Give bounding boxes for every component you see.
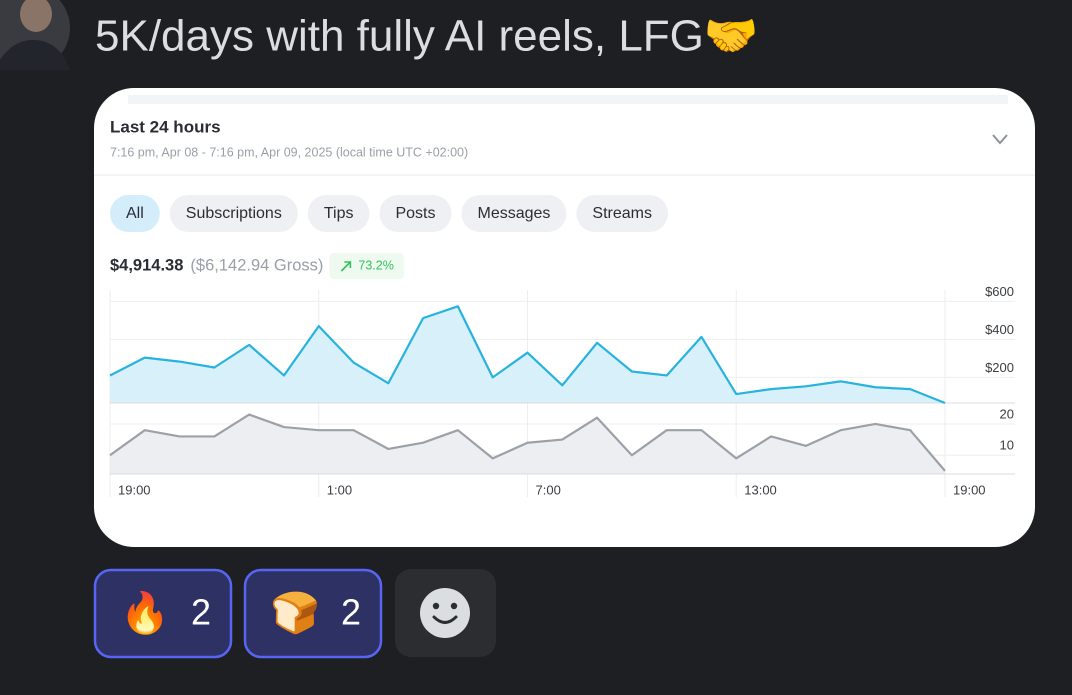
- x-tick-label: 7:00: [536, 482, 561, 497]
- chip-bg: [110, 195, 160, 232]
- message-text: 5K/days with fully AI reels, LFG🤝: [95, 12, 759, 61]
- reaction[interactable]: 🍞 2: [243, 568, 383, 659]
- area-fill: [110, 306, 945, 403]
- card-top-strip: [128, 95, 1008, 104]
- chevron[interactable]: [992, 134, 1008, 145]
- filter-chip[interactable]: Messages: [461, 195, 567, 232]
- gross-amount: ($6,142.94 Gross): [190, 256, 323, 274]
- y-tick-label: $600: [985, 284, 1014, 299]
- reaction-count: 2: [341, 592, 361, 633]
- chip-bg: [576, 195, 668, 232]
- net-amount: $4,914.38: [110, 256, 183, 274]
- chip-label: Streams: [592, 205, 652, 222]
- card-subtitle: 7:16 pm, Apr 08 - 7:16 pm, Apr 09, 2025 …: [110, 145, 468, 159]
- chip-label: Tips: [324, 205, 354, 222]
- y-tick-label: 20: [1000, 406, 1014, 421]
- filter-chips: All Subscriptions Tips Posts Messages Streams: [110, 195, 668, 232]
- change-value: 73.2%: [358, 258, 393, 272]
- avatar[interactable]: [0, 0, 70, 70]
- chip-label: Messages: [477, 205, 550, 222]
- reactions: 🔥 2 🍞 2: [93, 568, 383, 659]
- filter-chip[interactable]: Subscriptions: [169, 195, 298, 232]
- y-tick-label: $400: [985, 322, 1014, 337]
- reaction-bg: [243, 568, 383, 659]
- card-title: Last 24 hours: [110, 117, 221, 136]
- chip-bg: [379, 195, 452, 232]
- chip-bg: [169, 195, 298, 232]
- x-tick-label: 19:00: [953, 482, 986, 497]
- filter-chip[interactable]: Posts: [379, 195, 452, 232]
- change-badge: 73.2%: [329, 253, 404, 279]
- chip-label: All: [126, 205, 144, 222]
- x-tick-label: 13:00: [744, 482, 777, 497]
- add-reaction[interactable]: [395, 569, 496, 657]
- x-tick-label: 1:00: [327, 482, 352, 497]
- y-tick-label: 10: [1000, 438, 1014, 453]
- chip-bg: [461, 195, 567, 232]
- x-tick-label: 19:00: [118, 482, 151, 497]
- filter-chip[interactable]: All: [110, 195, 160, 232]
- reaction-emoji: 🔥: [120, 590, 170, 636]
- reaction-emoji: 🍞: [270, 590, 320, 636]
- reaction-bg: [93, 568, 233, 659]
- chip-bg: [307, 195, 370, 232]
- charts: 19:00 1:00 7:00 13:00 19:00 $200 $400 $600 10 20: [109, 284, 1015, 497]
- reaction-count: 2: [191, 592, 211, 633]
- chip-label: Posts: [395, 205, 435, 222]
- area-line: [109, 305, 946, 405]
- chip-label: Subscriptions: [186, 205, 282, 222]
- y-tick-label: $200: [985, 360, 1014, 375]
- area-line: [109, 413, 946, 472]
- badge-bg: [329, 253, 404, 279]
- filter-chip[interactable]: Streams: [576, 195, 668, 232]
- filter-chip[interactable]: Tips: [307, 195, 370, 232]
- reaction[interactable]: 🔥 2: [93, 568, 233, 659]
- up-arrow: [340, 261, 352, 272]
